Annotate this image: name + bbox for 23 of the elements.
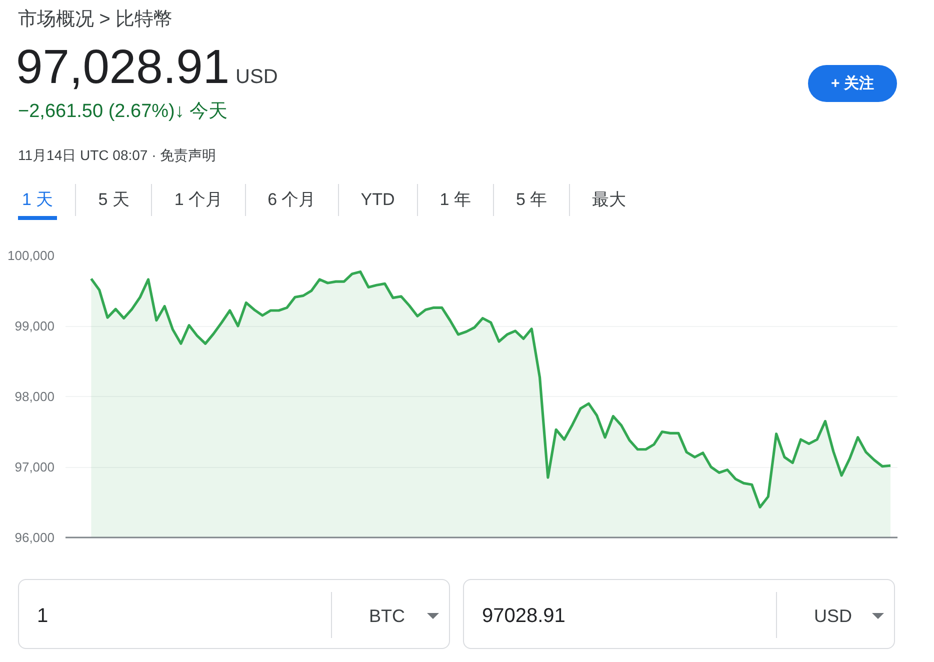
y-tick-label: 96,000 (14, 530, 55, 545)
text: 市场概况 > 比特幣 (18, 8, 173, 32)
text: 6 个月 (266, 189, 317, 211)
text: 5 天 (97, 189, 130, 211)
text: 97,028.91 (16, 41, 230, 94)
text: YTD (360, 189, 396, 211)
y-tick-label: 97,000 (14, 460, 55, 474)
text: 1 个月 (173, 189, 224, 211)
text: 97028.91 (482, 604, 566, 629)
y-tick-label: 100,000 (8, 248, 55, 263)
text: 最大 (591, 189, 628, 211)
text: 1 天 (18, 184, 58, 220)
text: + 关注 (808, 65, 897, 102)
text: USD (814, 605, 852, 628)
text: 5 年 (514, 189, 548, 211)
text: 1 (37, 604, 48, 629)
y-tick-label: 99,000 (14, 318, 55, 334)
text: −2,661.50 (2.67%)↓ 今天 (18, 100, 228, 124)
text: 11月14日 UTC 08:07 · 免责声明 (18, 146, 216, 165)
y-tick-label: 98,000 (14, 389, 55, 404)
text: USD (236, 66, 278, 88)
text: 1 年 (438, 189, 472, 211)
text: BTC (369, 605, 405, 628)
